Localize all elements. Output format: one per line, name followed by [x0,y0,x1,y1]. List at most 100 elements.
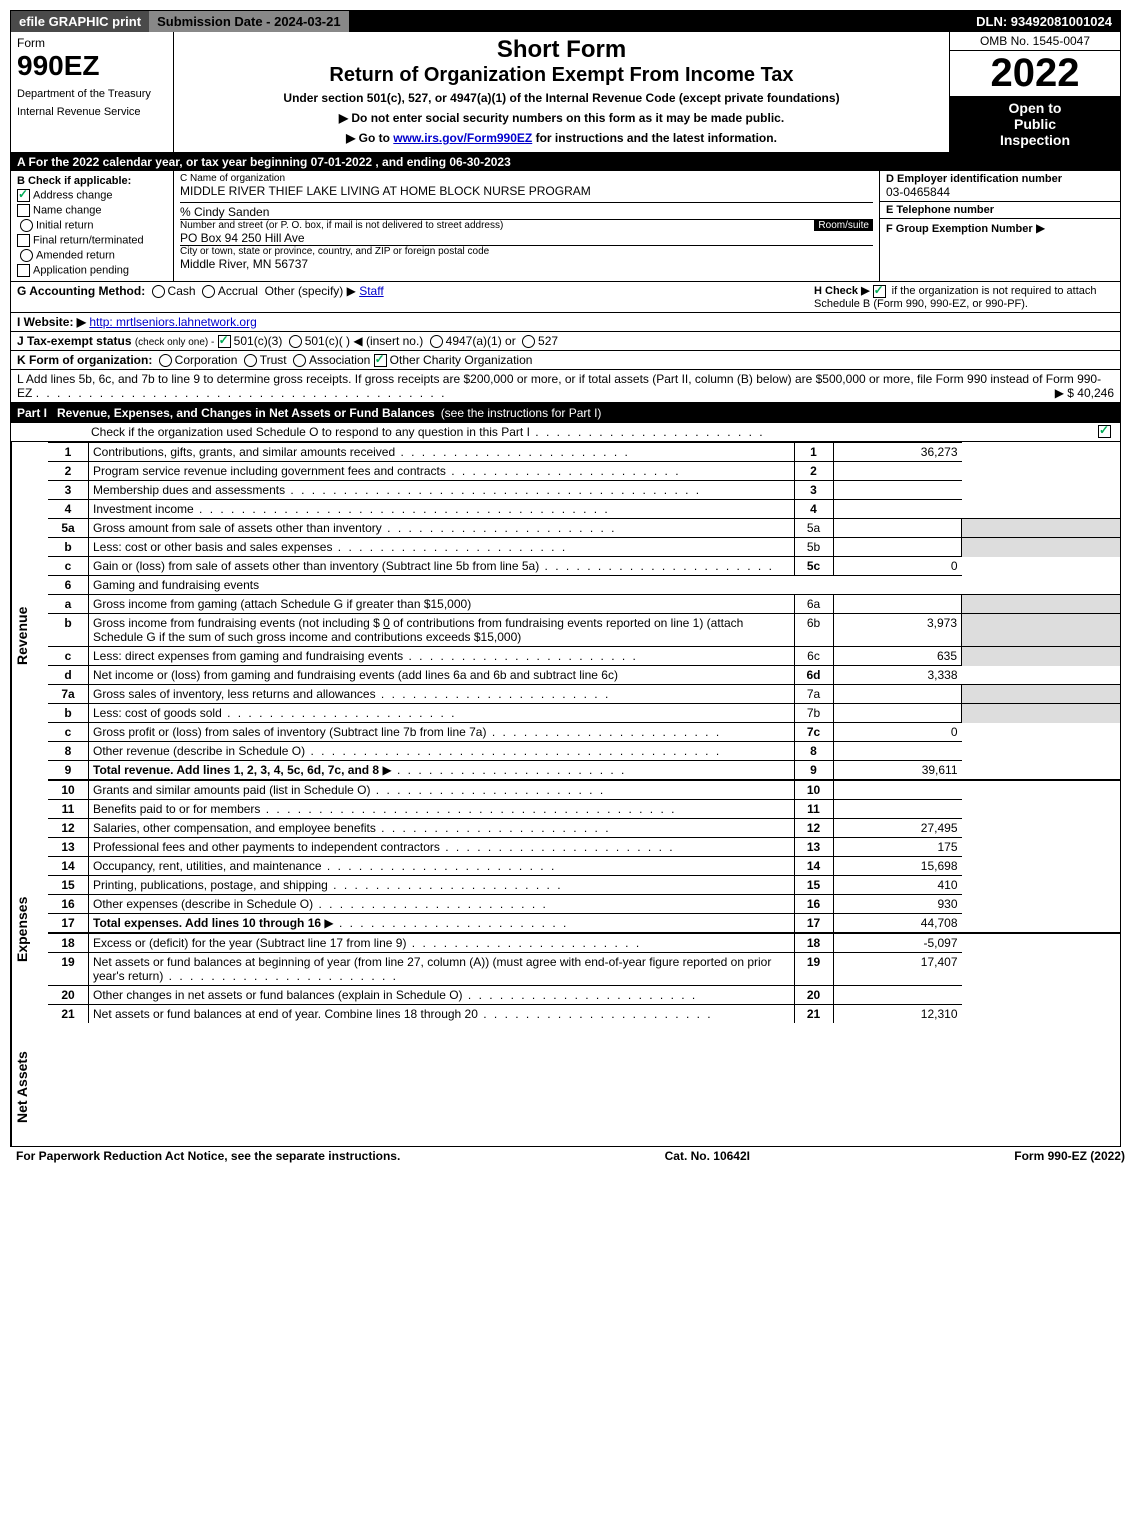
line-4: 4Investment income4 [48,500,1120,519]
line-3: 3Membership dues and assessments3 [48,481,1120,500]
cb-527[interactable] [522,335,535,348]
k-trust: Trust [260,353,287,367]
line-9: 9Total revenue. Add lines 1, 2, 3, 4, 5c… [48,761,1120,781]
k-label: K Form of organization: [17,353,152,367]
cb-501c[interactable] [289,335,302,348]
dln-label: DLN: 93492081001024 [968,11,1120,32]
org-info-block: B Check if applicable: Address change Na… [11,171,1120,282]
e-label: E Telephone number [886,204,1114,216]
efile-label[interactable]: efile GRAPHIC print [11,11,149,32]
cb-address-change[interactable] [17,189,30,202]
cb-initial[interactable] [20,219,33,232]
line-5b: bLess: cost or other basis and sales exp… [48,538,1120,557]
line-6: 6Gaming and fundraising events [48,576,1120,595]
g-cash: Cash [168,284,196,298]
cb-schedule-o[interactable] [1098,425,1111,438]
cb-4947[interactable] [430,335,443,348]
cb-name-change[interactable] [17,204,30,217]
g-label: G Accounting Method: [17,284,145,298]
line-20: 20Other changes in net assets or fund ba… [48,986,1120,1005]
6b-pre: Gross income from fundraising events (no… [93,616,383,630]
line-6d: dNet income or (loss) from gaming and fu… [48,666,1120,685]
g-accrual: Accrual [218,284,258,298]
line-14: 14Occupancy, rent, utilities, and mainte… [48,857,1120,876]
cb-final[interactable] [17,234,30,247]
goto-suffix: for instructions and the latest informat… [532,131,777,145]
cb-assoc[interactable] [293,354,306,367]
line-19: 19Net assets or fund balances at beginni… [48,953,1120,986]
cb-other-org[interactable] [374,354,387,367]
part1-title: Revenue, Expenses, and Changes in Net As… [57,406,435,420]
section-b-header: B Check if applicable: [17,175,167,187]
form-word: Form [17,36,167,50]
line-18: 18Excess or (deficit) for the year (Subt… [48,933,1120,953]
form-footer: For Paperwork Reduction Act Notice, see … [10,1147,1129,1165]
line-12: 12Salaries, other compensation, and empl… [48,819,1120,838]
cb-amended[interactable] [20,249,33,262]
line-17: 17Total expenses. Add lines 10 through 1… [48,914,1120,934]
dept-treasury: Department of the Treasury [17,88,167,100]
side-revenue: Revenue [11,442,48,830]
cb-pending[interactable] [17,264,30,277]
street-label: Number and street (or P. O. box, if mail… [180,220,814,231]
part-1-header: Part I Revenue, Expenses, and Changes in… [11,403,1120,423]
j-a1: 4947(a)(1) or [446,334,516,348]
opt-address: Address change [33,189,113,201]
j-527: 527 [538,334,558,348]
line-5a: 5aGross amount from sale of assets other… [48,519,1120,538]
k-other: Other [390,353,420,367]
cb-schedule-b[interactable] [873,285,886,298]
opt-amended: Amended return [36,249,115,261]
part1-check-row: Check if the organization used Schedule … [11,423,1120,442]
line-7c: cGross profit or (loss) from sales of in… [48,723,1120,742]
opt-initial: Initial return [36,219,93,231]
line-1: 1Contributions, gifts, grants, and simil… [48,443,1120,462]
tax-year: 2022 [950,51,1120,96]
g-staff[interactable]: Staff [359,284,383,298]
line-10: 10Grants and similar amounts paid (list … [48,780,1120,800]
section-h: H Check ▶ if the organization is not req… [814,284,1114,310]
j-c3: 501(c)(3) [234,334,283,348]
section-g-h: G Accounting Method: Cash Accrual Other … [11,282,1120,313]
line-2: 2Program service revenue including gover… [48,462,1120,481]
j-label: J Tax-exempt status [17,334,132,348]
line-11: 11Benefits paid to or for members11 [48,800,1120,819]
line-15: 15Printing, publications, postage, and s… [48,876,1120,895]
section-c: C Name of organization MIDDLE RIVER THIE… [174,171,880,281]
line-7b: bLess: cost of goods sold7b [48,704,1120,723]
ssn-warning: Do not enter social security numbers on … [180,111,943,125]
inspection-box: Open to Public Inspection [950,96,1120,152]
section-f: F Group Exemption Number ▶ [880,219,1120,237]
section-l: L Add lines 5b, 6c, and 7b to line 9 to … [11,370,1120,403]
goto-instructions: Go to www.irs.gov/Form990EZ for instruct… [180,131,943,145]
inspection: Inspection [954,132,1116,148]
irs-link[interactable]: www.irs.gov/Form990EZ [393,131,532,145]
j-sub: (check only one) - [135,337,214,348]
street: PO Box 94 250 Hill Ave [180,231,873,245]
line-6a: aGross income from gaming (attach Schedu… [48,595,1120,614]
opt-pending: Application pending [33,264,129,276]
f-arrow: ▶ [1036,221,1045,235]
form-header: Form 990EZ Department of the Treasury In… [11,32,1120,153]
section-i: I Website: ▶ http: mrtlseniors.lahnetwor… [11,313,1120,332]
form-number: 990EZ [17,50,167,82]
cb-corp[interactable] [159,354,172,367]
part1-check-text: Check if the organization used Schedule … [91,425,765,439]
omb-number: OMB No. 1545-0047 [950,32,1120,51]
line-5c: cGain or (loss) from sale of assets othe… [48,557,1120,576]
line-6c: cLess: direct expenses from gaming and f… [48,647,1120,666]
footer-right: Form 990-EZ (2022) [1014,1149,1125,1163]
side-netassets: Net Assets [11,1028,48,1146]
cb-501c3[interactable] [218,335,231,348]
opt-final: Final return/terminated [33,234,144,246]
irs-label: Internal Revenue Service [17,106,167,118]
cb-accrual[interactable] [202,285,215,298]
footer-mid: Cat. No. 10642I [665,1149,750,1163]
6b-zero: 0 [383,616,390,630]
section-k: K Form of organization: Corporation Trus… [11,351,1120,370]
cb-trust[interactable] [244,354,257,367]
website-link[interactable]: http: mrtlseniors.lahnetwork.org [89,315,256,329]
cb-cash[interactable] [152,285,165,298]
section-d: D Employer identification number 03-0465… [880,171,1120,202]
section-b: B Check if applicable: Address change Na… [11,171,174,281]
